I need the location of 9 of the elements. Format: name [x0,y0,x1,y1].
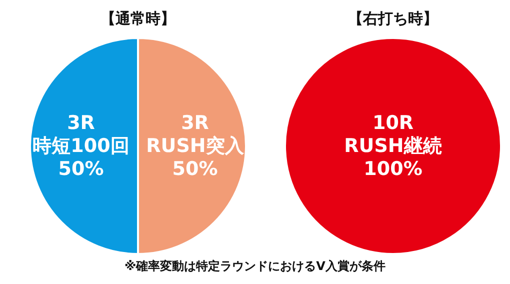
slice-label: 3R 時短100回 [32,112,130,157]
slice-label: 3R RUSH突入 [146,112,245,157]
data-label: 50% [58,158,104,180]
data-label: 100% [364,158,422,180]
text: ※確率変動は特定ラウンドにおけるV入賞が条件 [124,258,386,275]
chart-title: 【通常時】 [100,10,176,28]
chart-title: 【右打ち時】 [348,10,438,28]
slice-label: 10R RUSH継続 [344,112,442,157]
data-label: 50% [172,158,218,180]
